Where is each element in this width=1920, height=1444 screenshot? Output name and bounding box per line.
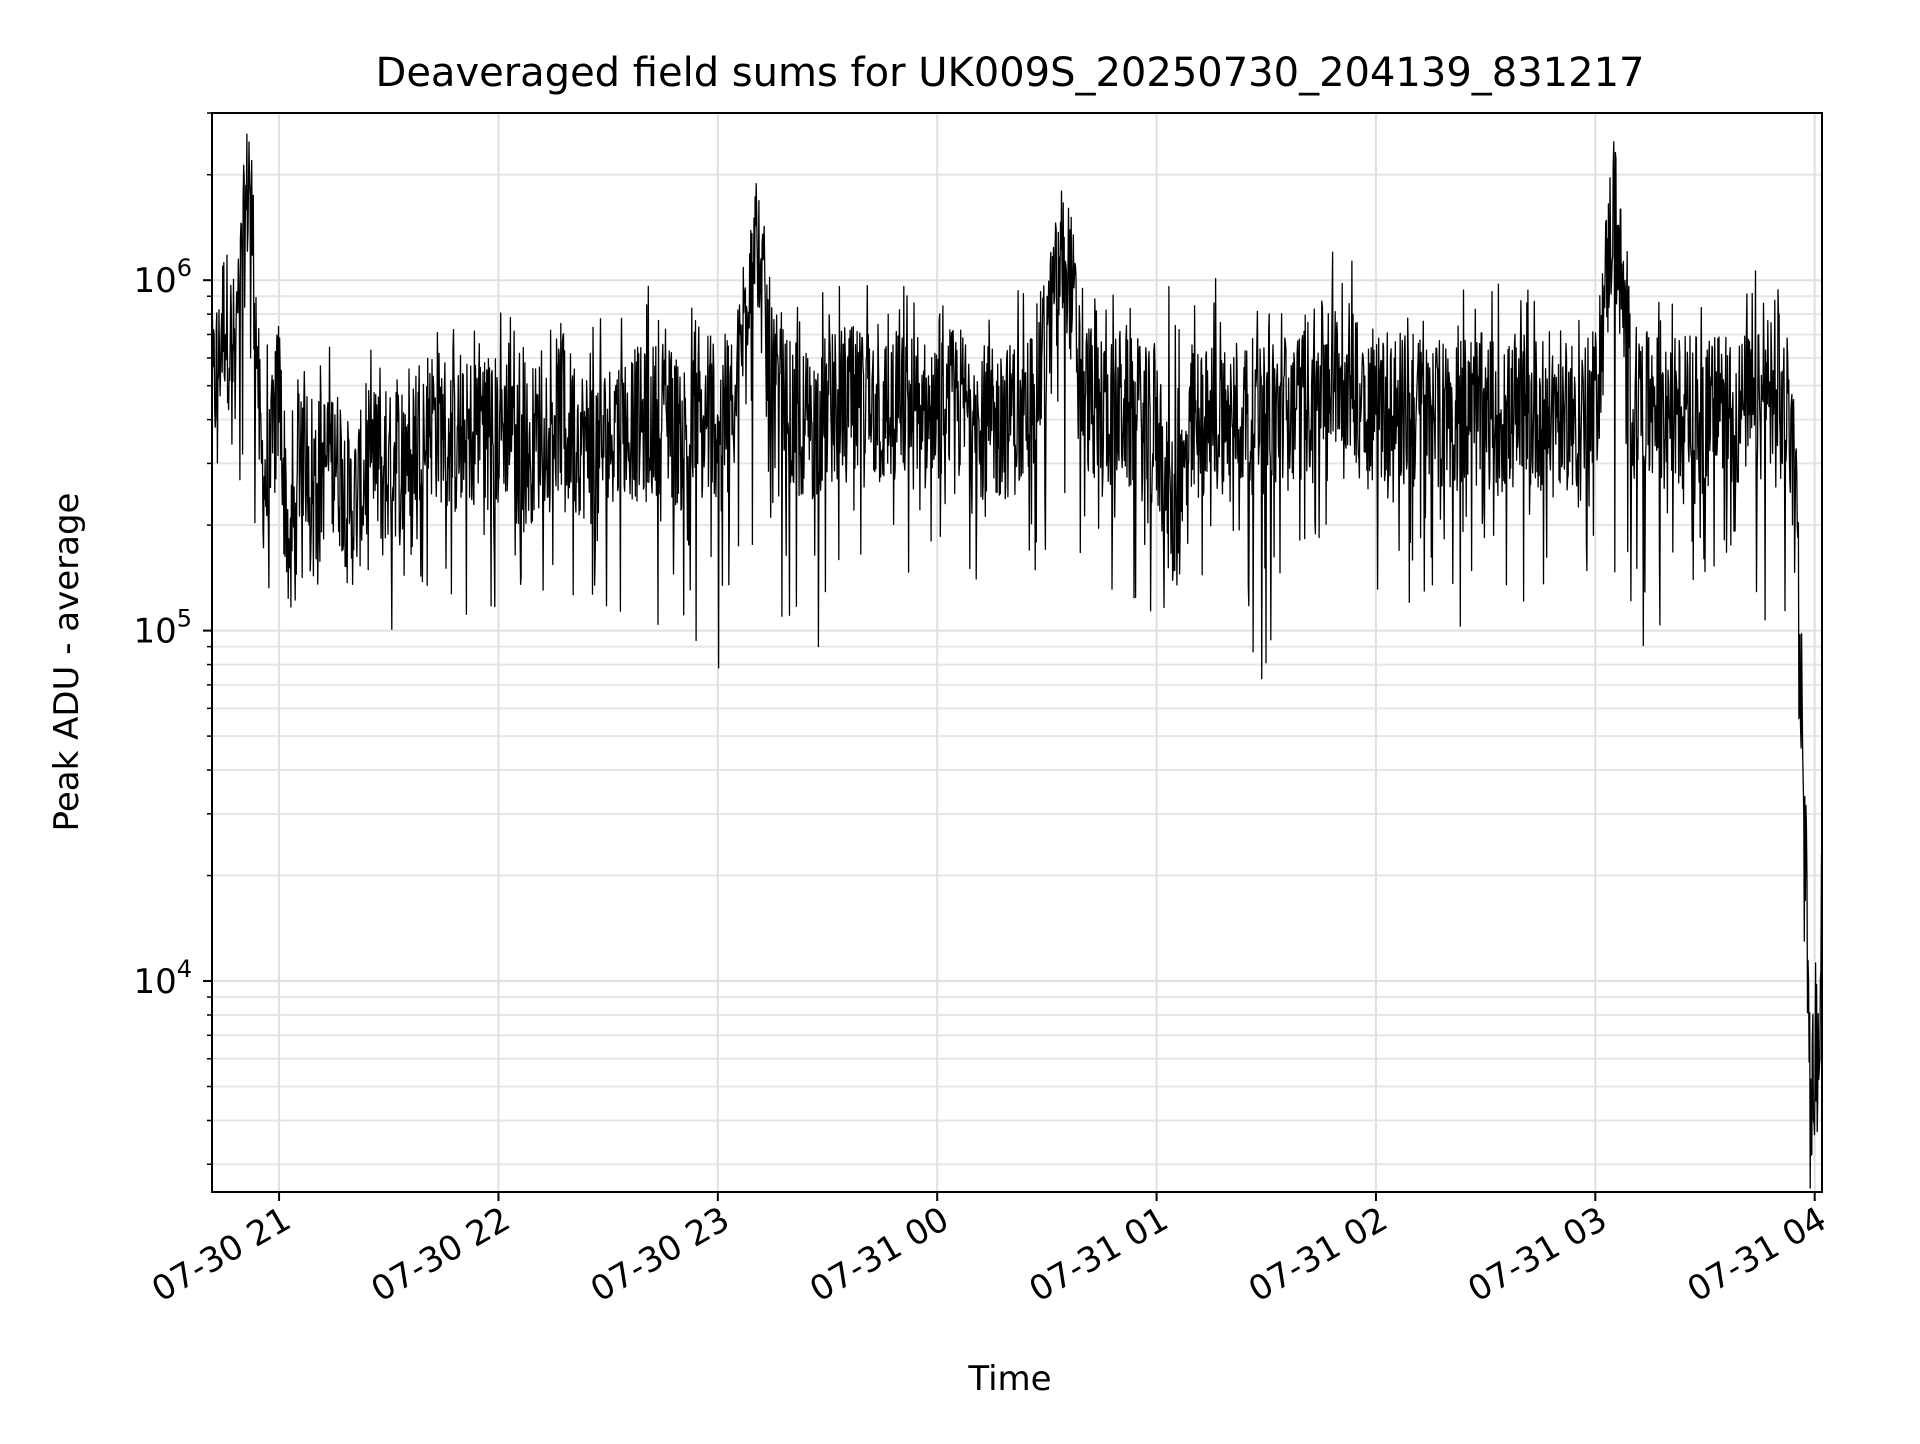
x-axis-label: Time [967,1359,1051,1399]
chart-title: Deaveraged field sums for UK009S_2025073… [376,50,1645,96]
y-axis-label: Peak ADU - average [47,493,87,832]
